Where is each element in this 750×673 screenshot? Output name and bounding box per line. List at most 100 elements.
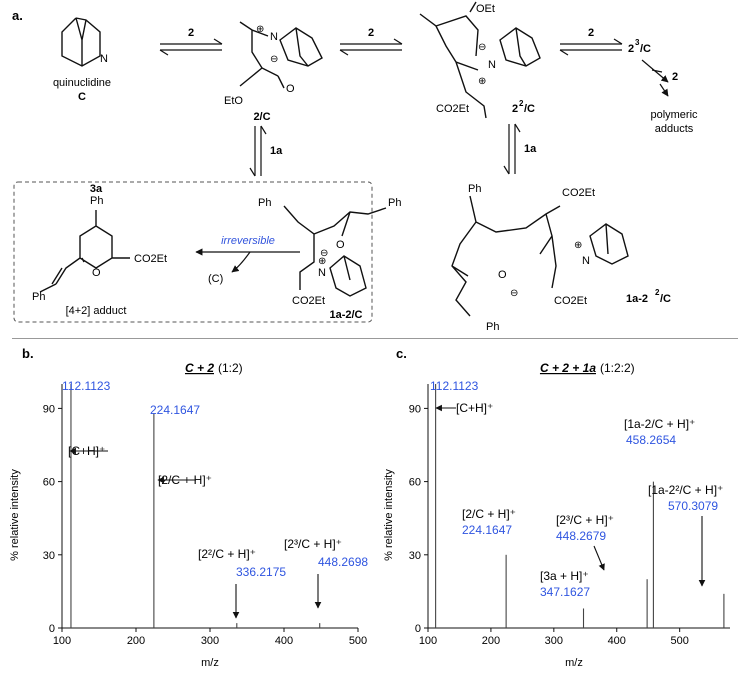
int3-label-sup: 3 [635,38,640,47]
zwitterion-2c-n: N [270,31,278,43]
product-3a-ph-bottom: Ph [32,291,45,303]
adduct-1a2c-ph-left: Ph [258,197,271,209]
int3-label-suffix: /C [640,43,651,55]
spectrum-c-y-tick-label: 60 [409,477,421,489]
spectrum-c-ion-label-0: [C+H]⁺ [456,401,493,415]
spectrum-c-ion-label-3: [2³/C + H]⁺ [556,513,614,527]
reagent-1a-label-1: 1a [270,145,283,157]
panel-b-label: b. [22,346,34,361]
adduct-1a2c-co2et: CO2Et [292,295,325,307]
spectrum-c-ion-label-5: [1a-2²/C + H]⁺ [648,483,723,497]
polymerization-arrows [641,59,669,97]
quinuclidine-structure [61,17,101,67]
panel-divider [12,338,738,339]
spectrum-c-ion-label-4: [1a-2/C + H]⁺ [624,417,695,431]
spectrum-b-x-tick-label: 500 [349,635,367,647]
product-dashed-box [13,181,373,323]
int2-label-suffix: /C [524,103,535,115]
int3-label-base: 2 [628,43,634,55]
polymeric-line2: adducts [655,123,694,135]
irreversible-arrow [195,248,300,273]
reagent-2-label-3: 2 [588,27,594,39]
quinuclidine-n: N [100,53,108,65]
reaction-scheme: a. N quinuclidine C 2 N ⊕ ⊖ O EtO 2/C 2 … [12,1,698,333]
spectrum-b-y-tick-label: 90 [43,403,55,415]
adduct-1a22c-ph-bottom: Ph [486,321,499,333]
polymeric-line1: polymeric [650,109,698,121]
vertical-equilibrium-arrow-1 [249,125,267,177]
spectrum-c-axes: 100 200 300 400 500 0 30 60 90 [409,384,730,647]
spectrum-b-ion-label-2: [2²/C + H]⁺ [198,547,256,561]
adduct-1a2c-ph-right: Ph [388,197,401,209]
spectrum-c-mass-label-2: 347.1627 [540,585,590,599]
spectrum-c-peak-arrow-3 [593,545,605,571]
panel-a-label: a. [12,8,23,23]
spectrum-c-x-tick-label: 100 [419,635,437,647]
spectrum-c-mass-label-5: 570.3079 [668,499,718,513]
irreversible-label: irreversible [221,235,275,247]
spectrum-b-x-tick-label: 200 [127,635,145,647]
spectrum-b-y-tick-label: 30 [43,550,55,562]
reagent-1a-label-2: 1a [524,143,537,155]
spectrum-c-mass-label-1: 224.1647 [462,523,512,537]
adduct2-label: 1a-2 2 /C [626,288,671,305]
zwitterion-2c-structure [239,21,323,89]
equilibrium-arrow-3 [559,38,623,56]
spectrum-c-x-tick-label: 300 [545,635,563,647]
adduct1-label: 1a-2/C [329,309,362,321]
int1-label: 2/C [253,111,270,123]
panel-c-label: c. [396,346,407,361]
spectrum-c-mass-label-0: 112.1123 [430,379,479,393]
adduct-1a22c-structure [451,195,629,317]
product-desc: [4+2] adduct [66,305,127,317]
intermediate-22c-plus: ⊕ [478,76,486,87]
adduct-1a2c-plus: ⊕ [318,256,326,267]
zwitterion-2c-minus: ⊖ [270,54,278,65]
adduct-1a22c-co2et-bottom: CO2Et [554,295,587,307]
equilibrium-arrow-2 [339,38,403,56]
product-3a-structure [39,210,130,293]
equilibrium-arrow-1 [159,38,223,56]
intermediate-22c-n: N [488,59,496,71]
spectrum-c-mass-label-3: 448.2679 [556,529,606,543]
spectrum-b-x-tick-label: 300 [201,635,219,647]
zwitterion-2c-eto: EtO [224,95,243,107]
spectrum-c-ratio: (1:2:2) [600,361,635,375]
spectrum-b-ylabel: % relative intensity [9,469,21,561]
reagent-2-label-2: 2 [368,27,374,39]
spectrum-b: b. C + 2 (1:2) % relative intensity m/z … [9,346,368,669]
spectrum-c-peaks: 112.1123 [C+H]⁺ 224.1647 [2/C + H]⁺ 347.1627… [430,379,725,628]
adduct-1a22c-o: O [498,269,507,281]
spectrum-c-x-tick-label: 200 [482,635,500,647]
adduct-1a2c-o: O [336,239,345,251]
spectrum-b-y-tick-label: 0 [49,623,55,635]
int3-label: 2 3 /C [628,38,651,55]
spectrum-b-axes: 100 200 300 400 500 0 30 60 90 [43,384,367,647]
spectrum-c-y-tick-label: 0 [415,623,421,635]
quinuclidine-code: C [78,91,86,103]
spectrum-c-ion-label-1: [2/C + H]⁺ [462,507,516,521]
adduct-1a22c-plus: ⊕ [574,240,582,251]
spectrum-b-ion-label-3: [2³/C + H]⁺ [284,537,342,551]
reagent-2-label-1: 2 [188,27,194,39]
intermediate-22c-structure [419,1,541,119]
intermediate-22c-minus: ⊖ [478,42,486,53]
adduct-1a2c-structure [283,205,387,297]
intermediate-22c-oet: OEt [476,3,495,15]
quinuclidine-name: quinuclidine [53,77,111,89]
adduct-1a2c-minus: ⊖ [320,248,328,259]
zwitterion-2c-o: O [286,83,295,95]
spectrum-c-x-tick-label: 400 [608,635,626,647]
released-catalyst: (C) [208,273,223,285]
zwitterion-2c-plus: ⊕ [256,24,264,35]
spectrum-b-x-tick-label: 100 [53,635,71,647]
spectrum-b-title: C + 2 [185,361,214,375]
adduct2-label-suffix: /C [660,293,671,305]
spectrum-b-mass-label-0: 112.1123 [62,379,111,393]
reagent-2-label-4: 2 [672,71,678,83]
spectrum-b-x-tick-label: 400 [275,635,293,647]
spectrum-b-mass-label-1: 224.1647 [150,403,200,417]
product-label: 3a [90,183,103,195]
adduct2-label-base: 1a-2 [626,293,648,305]
